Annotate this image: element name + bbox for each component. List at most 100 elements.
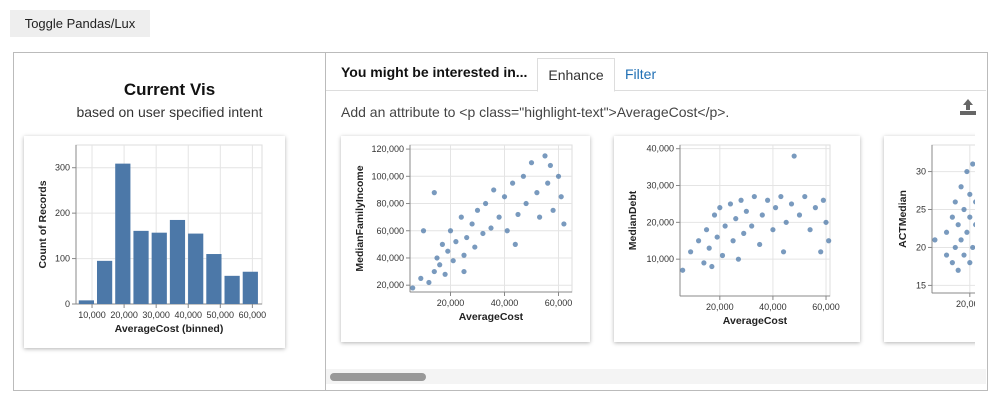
point <box>735 256 742 262</box>
point <box>967 214 973 220</box>
point <box>439 241 445 247</box>
point <box>558 194 564 200</box>
x-tick-label: 40,000 <box>174 310 202 320</box>
y-tick-label: 20,000 <box>376 280 404 290</box>
point <box>722 223 728 229</box>
x-tick-label: 20,000 <box>706 302 734 312</box>
bar <box>96 260 113 304</box>
y-tick-label: 20 <box>916 242 926 252</box>
point <box>778 193 784 200</box>
bar <box>151 232 167 304</box>
point <box>461 252 467 258</box>
point <box>703 227 710 233</box>
point <box>537 214 543 220</box>
point <box>445 248 451 254</box>
point <box>410 285 416 291</box>
point <box>765 197 771 203</box>
point <box>741 230 747 236</box>
point <box>450 258 456 264</box>
point <box>807 227 813 233</box>
marks <box>932 161 975 273</box>
y-tick-label: 100,000 <box>371 171 404 181</box>
y-tick-label: 40,000 <box>646 144 674 154</box>
point <box>542 153 548 159</box>
point <box>788 201 795 207</box>
point <box>952 244 958 251</box>
bar <box>115 163 131 304</box>
marks <box>410 153 567 291</box>
point <box>550 207 556 213</box>
point <box>719 252 726 259</box>
scrollbar-thumb[interactable] <box>330 373 426 381</box>
point <box>680 267 686 273</box>
point <box>515 211 521 218</box>
point <box>695 238 702 244</box>
y-axis-title: Count of Records <box>37 180 49 268</box>
point <box>453 239 459 245</box>
bar <box>133 230 149 304</box>
widget-frame <box>13 52 988 391</box>
point <box>796 212 803 218</box>
point <box>749 223 755 229</box>
point <box>820 197 826 203</box>
point <box>501 194 508 200</box>
point <box>431 268 437 275</box>
point <box>714 234 720 240</box>
y-tick-label: 30,000 <box>646 181 674 191</box>
point <box>818 249 824 255</box>
point <box>561 221 567 227</box>
point <box>474 207 481 213</box>
y-tick-label: 25 <box>916 205 926 215</box>
point <box>545 180 551 186</box>
bar <box>206 254 222 304</box>
x-tick-label: 60,000 <box>812 302 840 312</box>
point <box>458 214 464 220</box>
point <box>547 162 553 169</box>
point <box>770 227 776 233</box>
y-tick-label: 30 <box>916 167 926 177</box>
recommendation-gallery: 20,000 40,000 60,000 80,000 100,000 120,000 20… <box>326 53 975 365</box>
x-tick-label: 60,000 <box>239 310 267 320</box>
tab-underline <box>326 90 986 91</box>
point <box>772 205 779 211</box>
point <box>523 200 529 207</box>
point <box>743 208 749 214</box>
tab-enhance[interactable]: Enhance <box>537 58 615 92</box>
point <box>943 229 950 235</box>
histogram: 0 100 200 300 10,000 20,000 30,000 40,000 50,000… <box>37 144 267 335</box>
point <box>955 222 961 228</box>
recommendation-description: Add an attribute to <p class="highlight-… <box>341 104 730 120</box>
y-tick-label: 15 <box>916 280 926 290</box>
current-vis-title: Current Vis <box>123 80 216 99</box>
y-axis-title: ACTMedian <box>897 190 909 248</box>
point <box>504 228 510 234</box>
bar <box>188 233 204 304</box>
current-vis-card: 0 100 200 300 10,000 20,000 30,000 40,000 50,000… <box>24 136 285 348</box>
point <box>706 245 712 251</box>
toggle-button[interactable]: Toggle Pandas/Lux <box>10 10 150 37</box>
point <box>510 180 516 186</box>
y-tick-label: 40,000 <box>376 253 404 263</box>
x-tick-label: 40,000 <box>759 302 787 312</box>
x-tick-label: 30,000 <box>142 310 170 320</box>
point <box>488 225 494 231</box>
bar <box>78 300 94 304</box>
tab-filter[interactable]: Filter <box>625 66 657 82</box>
point <box>802 193 808 200</box>
point <box>480 230 486 237</box>
scrollbar-track[interactable] <box>326 369 986 384</box>
export-icon[interactable] <box>958 97 978 117</box>
point <box>469 221 475 227</box>
scatter-plot: 10,000 20,000 30,000 40,000 20,000 40,000 60,0… <box>627 144 840 327</box>
point <box>783 219 789 225</box>
vis-card: 10,000 20,000 30,000 40,000 20,000 40,000 60,0… <box>614 136 860 342</box>
y-tick-label: 120,000 <box>371 144 404 154</box>
x-axis-title: AverageCost (binned) <box>115 323 224 335</box>
point <box>711 212 718 218</box>
y-tick-label: 80,000 <box>376 199 404 209</box>
point <box>420 228 427 234</box>
point <box>727 201 734 207</box>
x-tick-label: 40,000 <box>491 298 519 308</box>
point <box>442 271 448 277</box>
